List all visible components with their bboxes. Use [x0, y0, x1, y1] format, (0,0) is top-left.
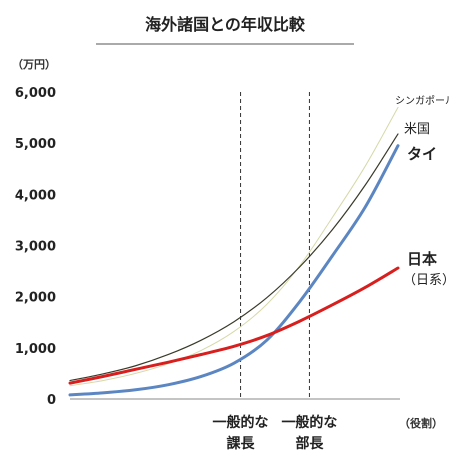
x-axis-unit: （役割） [399, 416, 443, 430]
x-category-label: 部長 [295, 435, 324, 452]
series-label-thailand: タイ [407, 145, 437, 163]
series-line [68, 266, 400, 385]
series-label-japan: 日本 [407, 250, 437, 268]
x-category-label: 課長 [227, 435, 256, 452]
x-category-label: 一般的な [213, 414, 269, 431]
series-line [68, 144, 400, 397]
category-guides [240, 92, 310, 399]
y-tick-label: 5,000 [15, 137, 56, 152]
series-label-japan-sub: （日系） [403, 273, 450, 288]
y-axis-ticks: 0 1,000 2,000 3,000 4,000 5,000 6,000 [15, 86, 56, 408]
y-tick-label: 4,000 [15, 188, 56, 203]
series-labels: シンガポール 米国 タイ 日本 （日系） [395, 95, 450, 288]
chart-title: 海外諸国との年収比較 [145, 15, 306, 34]
series-line [69, 106, 399, 387]
y-axis-unit: （万円） [12, 58, 56, 71]
series-line [69, 133, 399, 382]
series-label-usa: 米国 [404, 122, 430, 137]
series-lines [68, 106, 400, 397]
series-label-singapore: シンガポール [395, 95, 450, 107]
y-tick-label: 1,000 [15, 342, 56, 357]
y-tick-label: 6,000 [15, 86, 56, 101]
y-tick-label: 3,000 [15, 240, 56, 255]
y-tick-label: 2,000 [15, 291, 56, 306]
y-tick-label: 0 [47, 393, 56, 408]
x-category-label: 一般的な [281, 414, 337, 431]
